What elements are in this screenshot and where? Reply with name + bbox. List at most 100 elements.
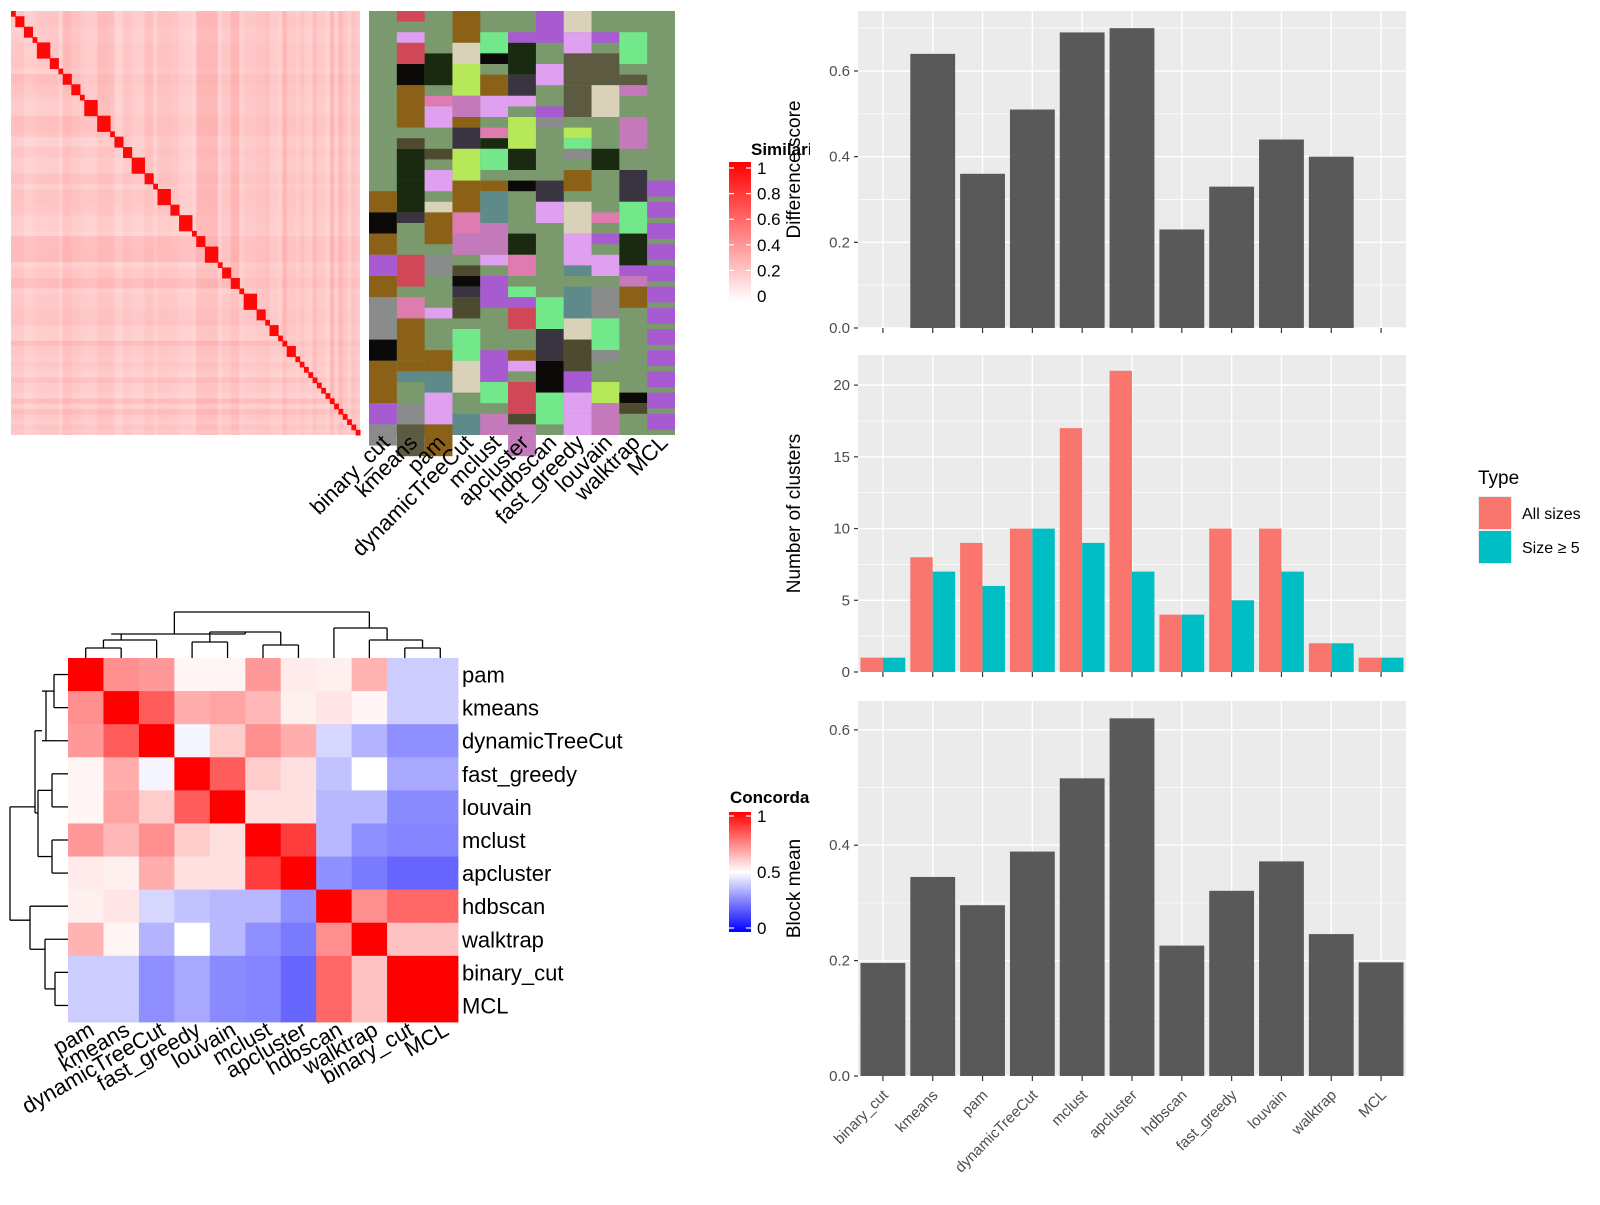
similarity-column-band — [299, 11, 304, 435]
bar-all-sizes — [1009, 528, 1033, 672]
similarity-diagonal-block — [62, 73, 72, 85]
bar — [1059, 778, 1105, 1076]
similarity-column-band — [23, 11, 33, 435]
cluster-membership-cell — [480, 74, 509, 96]
concordance-cell — [280, 724, 317, 758]
similarity-column-band — [84, 11, 98, 435]
bar — [910, 876, 956, 1076]
bar — [1109, 718, 1155, 1076]
similarity-diagonal-block — [303, 366, 309, 373]
similarity-diagonal-block — [355, 429, 361, 436]
cluster-membership-cell — [452, 276, 481, 287]
concordance-cell — [174, 757, 211, 791]
cluster-membership-cell — [396, 32, 425, 43]
cluster-membership-cell — [647, 223, 675, 239]
cluster-membership-cell — [480, 276, 509, 308]
concordance-cell — [387, 724, 423, 758]
cluster-membership-cell — [452, 127, 481, 149]
cluster-membership-cell — [369, 403, 397, 425]
similarity-column-band — [329, 11, 335, 435]
concordance-cell — [68, 691, 104, 725]
concordance-cell — [174, 856, 211, 891]
cluster-membership-cell — [424, 212, 453, 245]
similarity-row-band — [11, 346, 360, 357]
concordance-cell — [351, 790, 388, 824]
cluster-membership-cell — [508, 74, 536, 96]
similarity-heatmap — [11, 11, 361, 436]
similarity-column-band — [15, 11, 24, 435]
similarity-column-band — [351, 11, 356, 435]
cluster-membership-cell — [452, 360, 481, 393]
cluster-membership-cell — [480, 180, 509, 192]
cluster-membership-cell — [647, 371, 675, 388]
similarity-row-band — [11, 236, 360, 247]
y-tick-label: 0.4 — [829, 837, 850, 854]
concordance-cell — [68, 658, 104, 692]
cluster-membership-cell — [424, 106, 453, 128]
bar-all-sizes — [1209, 528, 1232, 672]
similarity-diagonal-block — [222, 267, 232, 279]
cluster-membership-cell — [535, 360, 564, 393]
cluster-membership-cell — [535, 180, 564, 202]
similarity-diagonal-block — [36, 42, 51, 59]
cluster-membership-cell — [563, 392, 592, 414]
similarity-diagonal-block — [157, 188, 171, 206]
y-tick-label: 0 — [842, 664, 850, 681]
cluster-membership-cell — [591, 382, 620, 404]
similarity-diagonal-block — [123, 147, 133, 159]
concordance-cell — [351, 757, 388, 791]
concordance-cell — [280, 955, 317, 990]
y-tick-label: 0.2 — [829, 234, 850, 251]
concordance-cell — [422, 922, 459, 957]
similarity-row-band — [11, 408, 360, 415]
cluster-membership-cell — [480, 413, 509, 435]
similarity-diagonal-block — [325, 393, 331, 399]
similarity-row-band — [11, 387, 360, 394]
similarity-row-band — [11, 335, 360, 341]
block-mean-chart: 0.0 0.2 0.4 0.6 Block mean binary_cut kmeans pa… — [784, 701, 1406, 1176]
bar-all-sizes — [860, 657, 883, 672]
y-tick-label: 0.2 — [829, 953, 850, 970]
similarity-column-band — [32, 11, 37, 435]
concordance-cell — [68, 823, 104, 857]
cluster-membership-cell — [424, 53, 453, 86]
concordance-cell — [68, 790, 104, 824]
cluster-membership-cell — [591, 403, 620, 435]
similarity-column-band — [325, 11, 330, 435]
cluster-membership-cell — [591, 286, 620, 319]
cluster-membership-cell — [591, 233, 620, 245]
cluster-membership-cell — [424, 424, 453, 457]
cluster-membership-cell — [619, 201, 648, 234]
concordance-cell — [316, 658, 353, 692]
similarity-diagonal-block — [239, 288, 245, 295]
concordance-cell — [316, 790, 353, 824]
cluster-membership-cell — [424, 392, 453, 425]
similarity-row-band — [11, 424, 360, 430]
similarity-column-band — [230, 11, 240, 435]
cluster-membership-cell — [563, 170, 592, 192]
cluster-membership-cell — [647, 265, 675, 282]
concordance-cell — [68, 856, 104, 891]
similarity-diagonal-block — [217, 262, 223, 268]
similarity-diagonal-block — [79, 94, 85, 101]
cluster-membership-cell — [591, 318, 620, 351]
similarity-row-band — [11, 230, 360, 237]
cluster-membership-cell — [480, 191, 509, 223]
cluster-membership-cell — [535, 106, 564, 117]
concordance-cell — [245, 790, 282, 824]
similarity-diagonal-block — [312, 377, 318, 384]
cluster-membership-cell — [563, 339, 592, 372]
concordance-cell — [422, 658, 459, 692]
concordance-cell — [351, 724, 388, 758]
cluster-membership-cell — [452, 297, 481, 319]
cluster-membership-cell — [563, 371, 592, 393]
cluster-membership-cell — [619, 233, 648, 266]
concordance-cell — [138, 988, 175, 1023]
concordance-cell — [68, 889, 104, 924]
cluster-membership-cell — [396, 371, 425, 382]
similarity-diagonal-block — [299, 361, 305, 368]
concordance-row-label: walktrap — [461, 927, 544, 952]
concordance-row-label: kmeans — [462, 696, 539, 721]
y-tick-label: 5 — [842, 592, 850, 609]
cluster-membership-cell — [369, 233, 397, 255]
